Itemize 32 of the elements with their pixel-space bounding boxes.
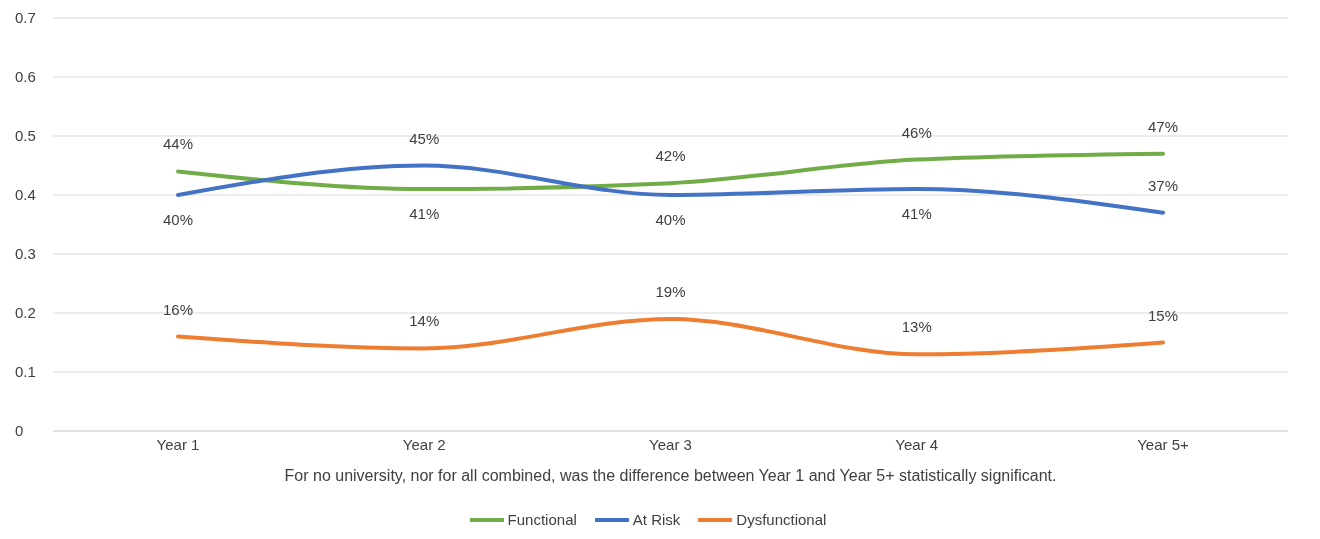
y-tick-label: 0.6 <box>15 68 36 86</box>
data-label: 37% <box>1147 176 1179 194</box>
y-tick-label: 0.7 <box>15 9 36 27</box>
x-tick-label: Year 3 <box>649 435 692 453</box>
data-label: 47% <box>1147 117 1179 135</box>
data-label: 13% <box>901 318 932 336</box>
data-label: 14% <box>409 312 440 330</box>
y-tick-label: 0.1 <box>15 363 36 381</box>
legend-label: Functional <box>507 511 577 528</box>
data-label: 41% <box>901 205 932 223</box>
data-label: 16% <box>162 300 194 318</box>
x-axis-title: For no university, nor for all combined, was the difference between Year 1 and Year 5+ statistically significant. <box>284 467 1057 484</box>
y-tick-label: 0.3 <box>15 245 36 263</box>
data-label: 40% <box>162 211 194 228</box>
data-label: 41% <box>409 205 440 223</box>
x-tick-label: Year 2 <box>402 435 446 453</box>
legend-label: Dysfunctional <box>736 511 827 528</box>
data-label: 42% <box>655 147 686 165</box>
y-tick-label: 0.5 <box>15 127 36 145</box>
data-label: 44% <box>162 135 194 153</box>
x-tick-label: Year 4 <box>895 435 939 453</box>
data-label: 19% <box>655 282 686 300</box>
x-tick-label: Year 5+ <box>1137 435 1190 453</box>
y-tick-label: 0 <box>15 422 24 440</box>
x-tick-label: Year 1 <box>156 435 200 453</box>
data-label: 15% <box>1147 306 1179 324</box>
legend-label: At Risk <box>632 511 681 528</box>
data-label: 40% <box>655 211 686 228</box>
data-label: 45% <box>409 129 440 147</box>
y-tick-label: 0.4 <box>15 186 36 204</box>
data-label: 46% <box>901 123 932 141</box>
y-tick-label: 0.2 <box>15 304 36 322</box>
